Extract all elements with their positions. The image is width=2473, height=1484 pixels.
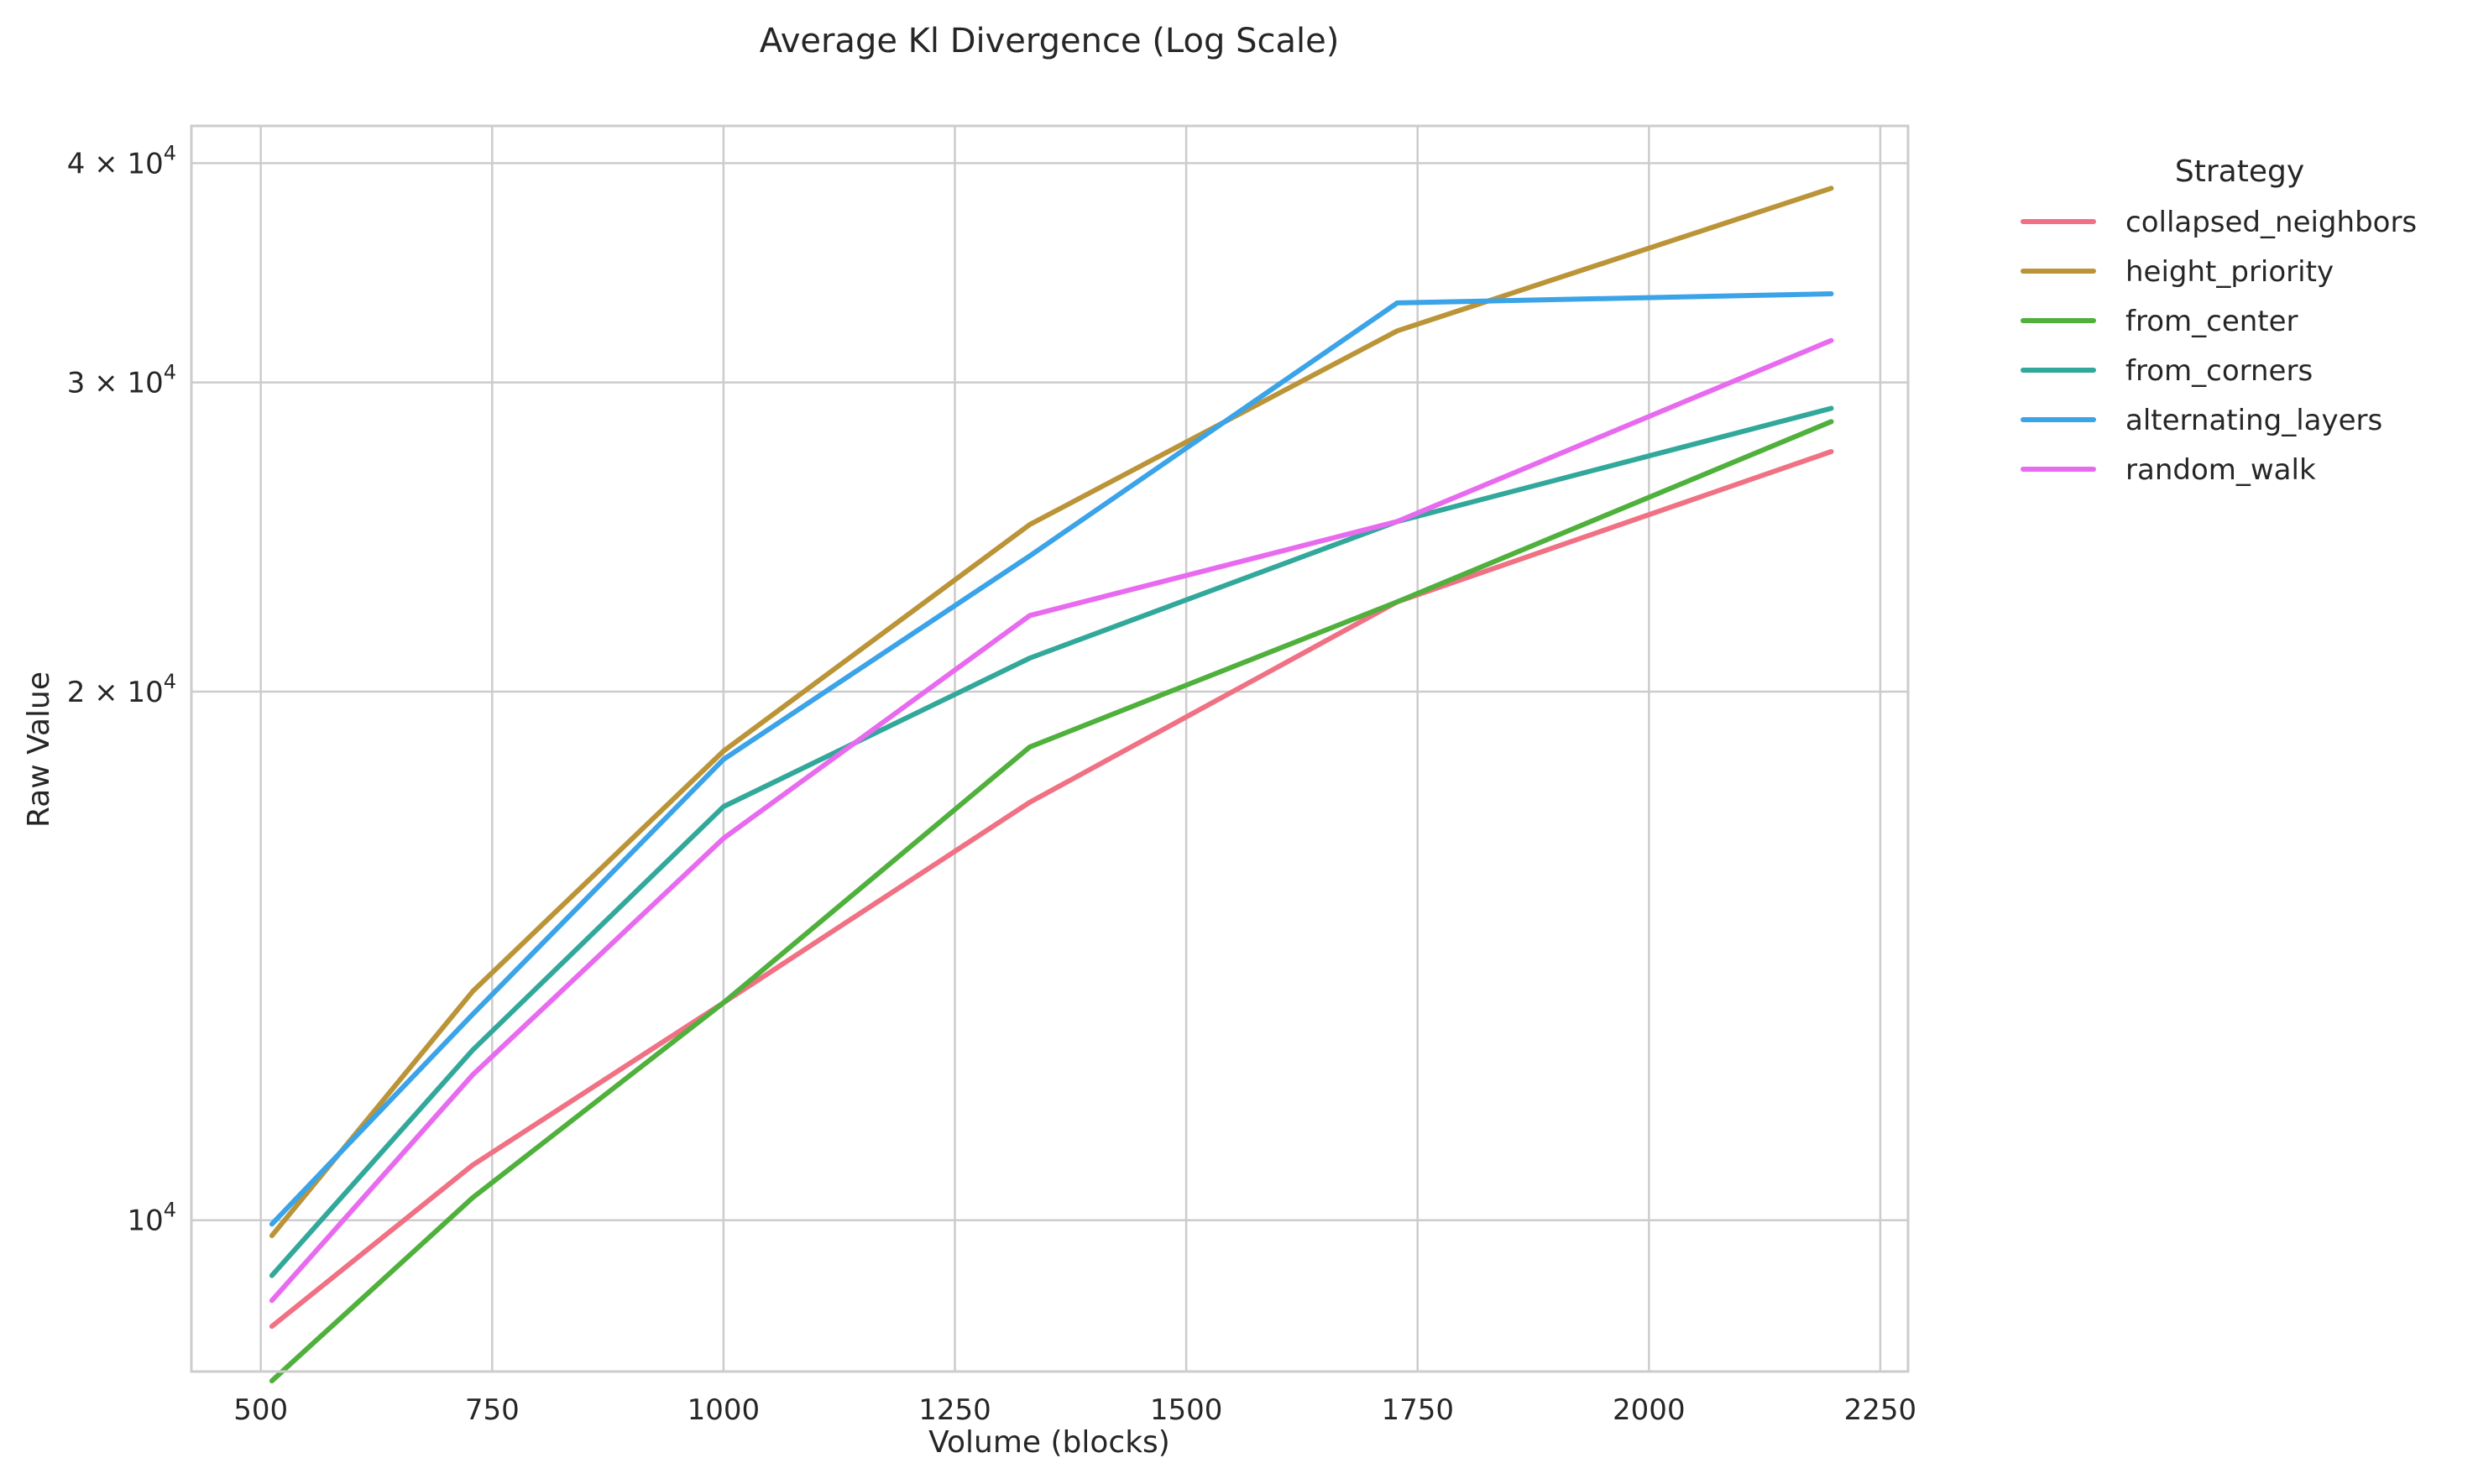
series-line-collapsed-neighbors [269, 449, 1834, 1330]
series-lines [269, 186, 1834, 1384]
legend-label: random_walk [2125, 453, 2316, 487]
legend-label: collapsed_neighbors [2125, 206, 2417, 239]
legend-label: from_corners [2125, 354, 2313, 388]
y-tick-label: 4 × 104 [67, 141, 176, 180]
grid [191, 126, 1908, 1372]
y-tick-label: 3 × 104 [67, 361, 176, 400]
series-line-from-center [269, 419, 1834, 1384]
series-line-height-priority [269, 186, 1834, 1239]
x-tick-label: 500 [233, 1393, 288, 1427]
x-tick-label: 750 [465, 1393, 520, 1427]
chart-title: Average Kl Divergence (Log Scale) [760, 22, 1340, 60]
x-tick-label: 1750 [1381, 1393, 1454, 1427]
legend: Strategy collapsed_neighbors height_prior… [2021, 154, 2417, 487]
plot-frame [190, 124, 1910, 1373]
series-line-random-walk [269, 337, 1834, 1304]
legend-items: collapsed_neighbors height_priority from_c… [2021, 206, 2417, 487]
legend-label: from_center [2125, 305, 2298, 338]
x-tick-label: 1000 [688, 1393, 761, 1427]
series-line-from-corners [269, 405, 1834, 1278]
x-tick-label: 2250 [1844, 1393, 1917, 1427]
x-tick-label: 1500 [1150, 1393, 1223, 1427]
y-tick-label: 2 × 104 [67, 670, 176, 709]
legend-label: alternating_layers [2125, 404, 2382, 437]
x-axis-ticks: 500 750 1000 1250 1500 1750 2000 2250 [233, 1393, 1916, 1427]
x-tick-label: 1250 [918, 1393, 991, 1427]
x-axis-label: Volume (blocks) [928, 1425, 1170, 1460]
x-tick-label: 2000 [1613, 1393, 1686, 1427]
y-tick-label: 104 [127, 1199, 176, 1238]
legend-label: height_priority [2125, 255, 2334, 289]
y-axis-ticks: 104 2 × 104 3 × 104 4 × 104 [67, 141, 176, 1237]
legend-title: Strategy [2175, 154, 2304, 189]
y-axis-label: Raw Value [22, 671, 56, 828]
series-line-alternating-layers [269, 291, 1834, 1227]
